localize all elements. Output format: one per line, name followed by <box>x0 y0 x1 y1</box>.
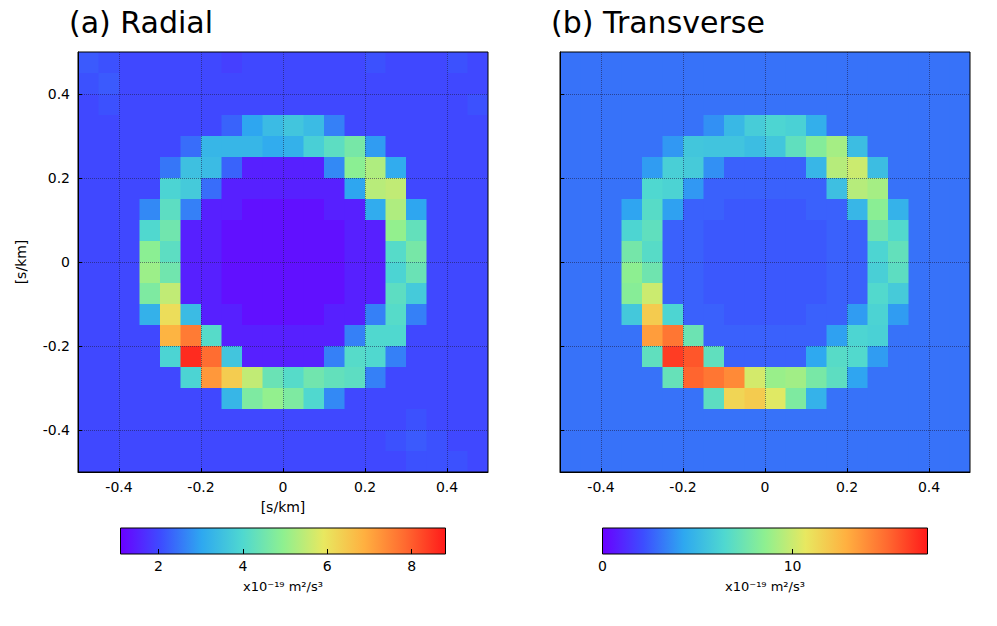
svg-text:8: 8 <box>407 558 416 574</box>
svg-text:0: 0 <box>61 254 70 270</box>
svg-text:0.2: 0.2 <box>48 170 70 186</box>
svg-text:6: 6 <box>323 558 332 574</box>
svg-text:10: 10 <box>784 558 802 574</box>
svg-text:0.2: 0.2 <box>354 479 376 495</box>
svg-text:4: 4 <box>238 558 247 574</box>
svg-text:-0.4: -0.4 <box>105 479 132 495</box>
svg-text:-0.2: -0.2 <box>187 479 214 495</box>
svg-text:-0.2: -0.2 <box>669 479 696 495</box>
svg-text:-0.2: -0.2 <box>43 338 70 354</box>
svg-text:[s/km]: [s/km] <box>13 240 29 285</box>
svg-text:x10⁻¹⁹ m²/s³: x10⁻¹⁹ m²/s³ <box>243 579 323 594</box>
svg-text:0: 0 <box>279 479 288 495</box>
svg-text:x10⁻¹⁹ m²/s³: x10⁻¹⁹ m²/s³ <box>725 579 805 594</box>
svg-text:[s/km]: [s/km] <box>261 499 306 515</box>
svg-text:0.4: 0.4 <box>436 479 458 495</box>
svg-text:0.4: 0.4 <box>48 86 70 102</box>
svg-text:(a) Radial: (a) Radial <box>69 5 213 40</box>
svg-text:(b) Transverse: (b) Transverse <box>551 5 765 40</box>
svg-text:0.4: 0.4 <box>918 479 940 495</box>
svg-text:0: 0 <box>761 479 770 495</box>
svg-text:0: 0 <box>598 558 607 574</box>
svg-text:-0.4: -0.4 <box>587 479 614 495</box>
svg-text:-0.4: -0.4 <box>43 422 70 438</box>
svg-text:2: 2 <box>154 558 163 574</box>
svg-text:0.2: 0.2 <box>836 479 858 495</box>
